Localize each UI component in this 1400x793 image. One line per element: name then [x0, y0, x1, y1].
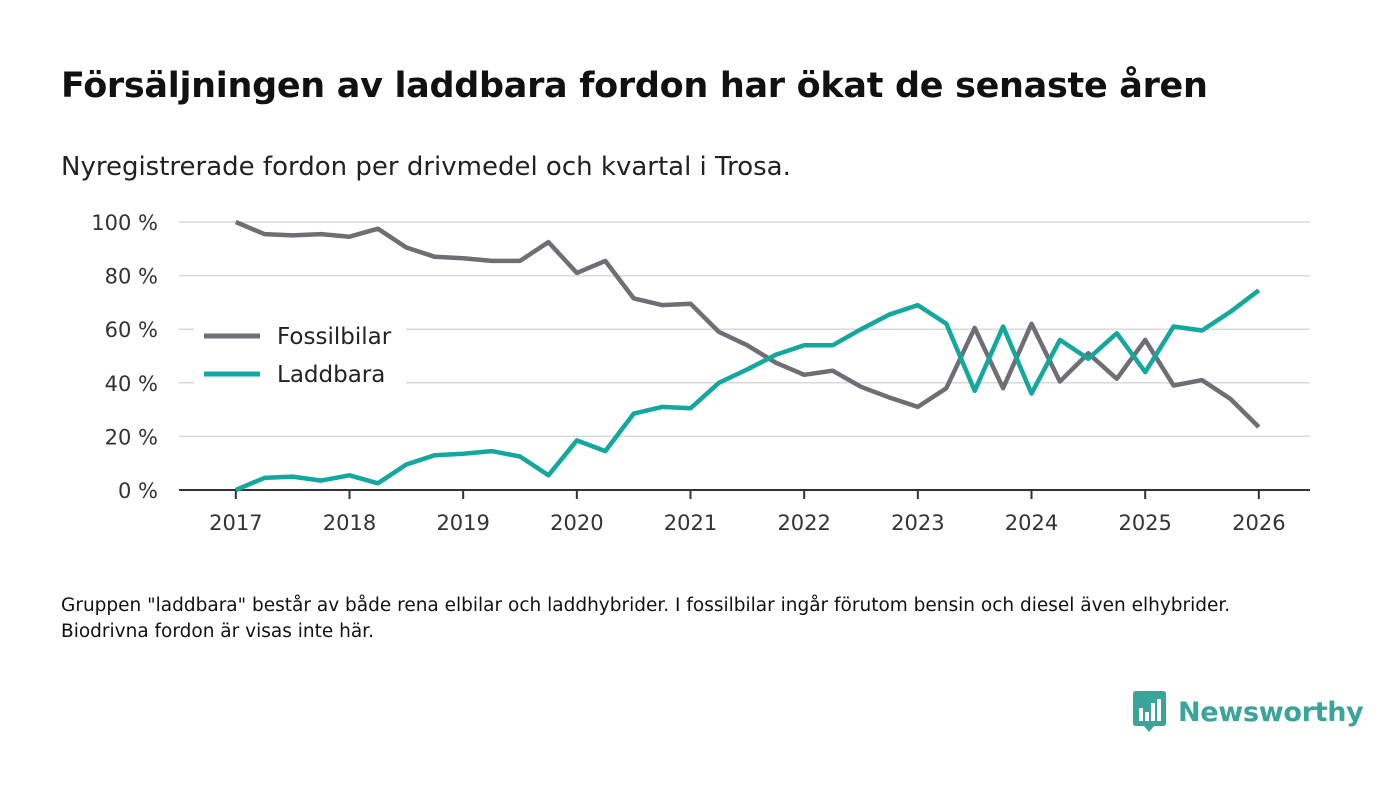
x-tick-label: 2025 [1118, 511, 1171, 535]
y-axis: 0 % 20 % 40 % 60 % 80 % 100 % [91, 211, 158, 503]
x-tick-label: 2021 [664, 511, 717, 535]
x-tick-label: 2023 [891, 511, 944, 535]
line-chart: 0 % 20 % 40 % 60 % 80 % 100 % 2017 2018 2019 202… [91, 211, 1310, 535]
y-tick-label: 60 % [105, 318, 158, 342]
y-tick-label: 0 % [118, 479, 158, 503]
chart-title: Försäljningen av laddbara fordon har öka… [61, 66, 1208, 106]
x-axis: 2017 2018 2019 2020 2021 2022 2023 2024 2025 2026 [179, 489, 1310, 535]
brand-name: Newsworthy [1178, 696, 1364, 728]
chart-subtitle: Nyregistrerade fordon per drivmedel och … [61, 152, 791, 182]
y-tick-label: 40 % [105, 372, 158, 396]
y-tick-label: 20 % [105, 425, 158, 449]
x-tick-label: 2026 [1232, 511, 1285, 535]
series-line-fossilbilar [234, 219, 1261, 429]
y-tick-label: 100 % [91, 211, 158, 235]
legend-label: Fossilbilar [277, 324, 392, 350]
x-tick-label: 2024 [1005, 511, 1058, 535]
x-tick-label: 2020 [550, 511, 603, 535]
footnote: Gruppen "laddbara" består av både rena e… [61, 595, 1231, 642]
x-tick-label: 2018 [323, 511, 376, 535]
legend-background [194, 316, 406, 394]
brand-logo[interactable]: Newsworthy [1133, 691, 1364, 733]
series-lines [234, 219, 1261, 493]
legend: Fossilbilar Laddbara [194, 316, 406, 394]
series-line-laddbara [234, 288, 1261, 493]
bar-chart-speech-bubble-icon [1133, 691, 1166, 732]
legend-label: Laddbara [277, 362, 385, 388]
y-tick-label: 80 % [105, 265, 158, 289]
x-tick-label: 2019 [436, 511, 489, 535]
x-tick-label: 2022 [777, 511, 830, 535]
x-tick-label: 2017 [209, 511, 262, 535]
gridlines [179, 221, 1310, 438]
